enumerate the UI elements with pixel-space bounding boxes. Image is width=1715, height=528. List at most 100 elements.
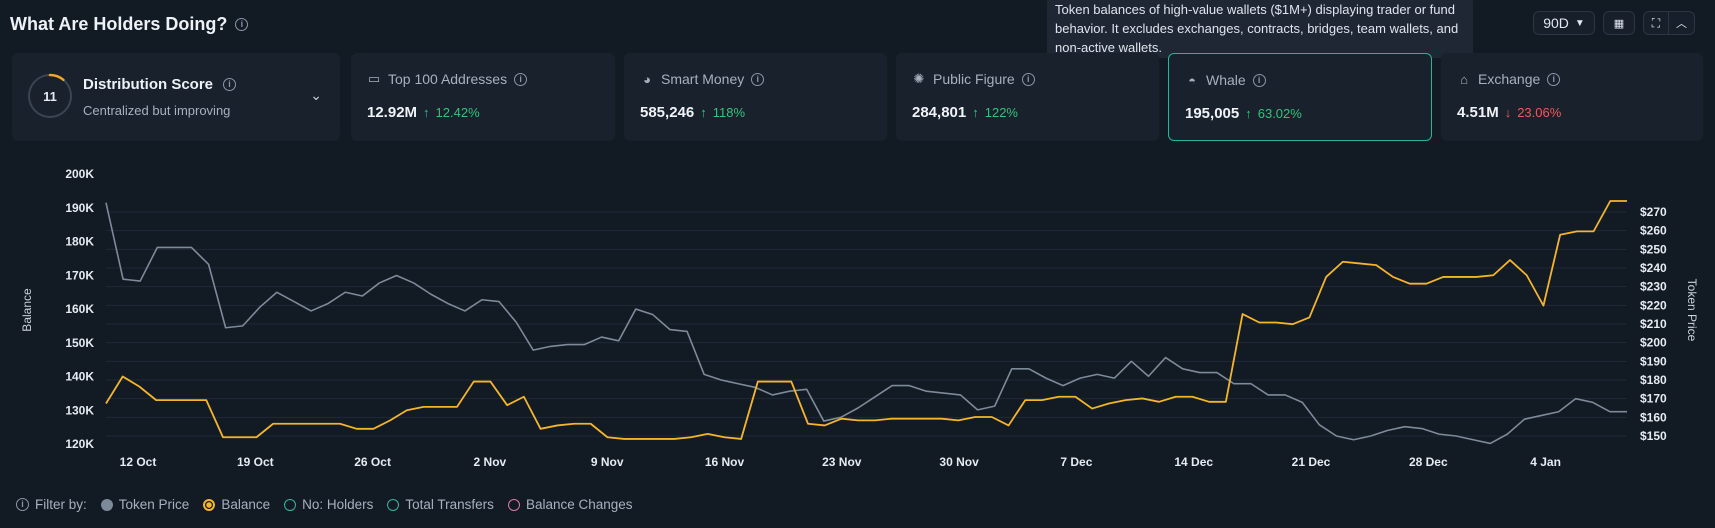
info-icon[interactable]: i bbox=[223, 78, 237, 91]
whale-tooltip: Token balances of high-value wallets ($1… bbox=[1047, 0, 1473, 58]
y2-tick-label: $200 bbox=[1640, 336, 1667, 350]
caret-down-icon: ▼ bbox=[1574, 17, 1585, 29]
distribution-title-text: Distribution Score bbox=[83, 76, 214, 93]
y2-tick-label: $260 bbox=[1640, 224, 1667, 238]
calendar-icon: ▦ bbox=[1613, 17, 1625, 30]
y2-tick-label: $240 bbox=[1640, 261, 1667, 275]
card-label: Smart Money bbox=[661, 71, 745, 87]
card-change: 63.02% bbox=[1257, 106, 1302, 121]
filter-label-text: Filter by: bbox=[35, 497, 87, 512]
legend-label: Balance Changes bbox=[525, 497, 633, 512]
card-change: 122% bbox=[984, 105, 1018, 120]
chevron-up-icon: ︿ bbox=[1676, 18, 1687, 30]
info-icon[interactable]: i bbox=[751, 72, 765, 86]
card-label: Public Figure bbox=[933, 71, 1015, 87]
filter-label: i Filter by: bbox=[16, 497, 87, 512]
legend-dot-icon bbox=[203, 498, 216, 511]
change-down-icon: ↓ bbox=[1504, 105, 1512, 120]
holders-chart[interactable]: 120K 130K 140K 150K 160K 170K 180K 190K 200K $150… bbox=[0, 155, 1715, 485]
y2-tick-label: $180 bbox=[1640, 373, 1667, 387]
card-smart-money[interactable]: ◕ Smart Money i 585,246 ↑ 118% bbox=[624, 53, 887, 141]
y2-tick-label: $150 bbox=[1640, 429, 1667, 443]
holder-cards: 11 Distribution Score i Centralized but … bbox=[12, 53, 1703, 141]
info-icon[interactable]: i bbox=[1547, 72, 1561, 86]
legend-dot-icon bbox=[284, 498, 297, 511]
y2-tick-label: $230 bbox=[1640, 280, 1667, 294]
y-axis-title: Balance bbox=[20, 288, 34, 332]
y-tick-label: 130K bbox=[65, 403, 94, 417]
period-value: 90D bbox=[1543, 15, 1569, 31]
tooltip-line: behavior. It excludes exchanges, contrac… bbox=[1055, 21, 1459, 36]
chart-legend: i Filter by: Token Price Balance No: Hol… bbox=[16, 497, 633, 512]
y2-tick-label: $210 bbox=[1640, 317, 1667, 331]
y2-tick-label: $170 bbox=[1640, 392, 1667, 406]
figure-icon: ✺ bbox=[913, 71, 925, 86]
y2-tick-label: $270 bbox=[1640, 205, 1667, 219]
x-tick-label: 26 Oct bbox=[354, 455, 391, 469]
card-value: 4.51M bbox=[1457, 104, 1499, 121]
toolbar: 90D ▼ ▦ ⛶ ︿ bbox=[1533, 11, 1695, 35]
change-up-icon: ↑ bbox=[972, 105, 979, 120]
fullscreen-button[interactable]: ⛶ bbox=[1643, 11, 1669, 35]
legend-dot-icon bbox=[507, 498, 520, 511]
card-change: 118% bbox=[712, 105, 746, 120]
y2-tick-label: $220 bbox=[1640, 298, 1667, 312]
change-up-icon: ↑ bbox=[423, 105, 430, 120]
wallet-icon: ▭ bbox=[367, 71, 381, 86]
legend-dot-icon bbox=[100, 498, 113, 511]
page-header: What Are Holders Doing? i bbox=[10, 12, 249, 36]
y-tick-label: 140K bbox=[65, 370, 94, 384]
y-tick-label: 150K bbox=[65, 336, 94, 350]
tooltip-line: Token balances of high-value wallets ($1… bbox=[1055, 2, 1455, 17]
legend-item-token-price[interactable]: Token Price bbox=[100, 497, 189, 512]
score-gauge bbox=[27, 73, 73, 119]
period-select[interactable]: 90D ▼ bbox=[1533, 11, 1595, 35]
card-change: 23.06% bbox=[1517, 105, 1562, 120]
legend-item-balance-changes[interactable]: Balance Changes bbox=[507, 497, 633, 512]
change-up-icon: ↑ bbox=[1245, 106, 1252, 121]
card-label: Top 100 Addresses bbox=[388, 71, 508, 87]
page-title: What Are Holders Doing? bbox=[10, 13, 228, 34]
distribution-title: Distribution Score i bbox=[83, 76, 237, 93]
y2-tick-label: $190 bbox=[1640, 354, 1667, 368]
card-exchange[interactable]: ⌂ Exchange i 4.51M ↓ 23.06% bbox=[1441, 53, 1703, 141]
balance-line bbox=[105, 200, 1627, 440]
card-public-figure[interactable]: ✺ Public Figure i 284,801 ↑ 122% bbox=[896, 53, 1159, 141]
card-label: Exchange bbox=[1478, 71, 1541, 87]
tooltip-line: non-active wallets. bbox=[1055, 40, 1162, 55]
legend-item-holders[interactable]: No: Holders bbox=[284, 497, 373, 512]
x-tick-label: 2 Nov bbox=[474, 455, 507, 469]
x-tick-label: 23 Nov bbox=[822, 455, 862, 469]
mask-icon: ◕ bbox=[643, 71, 651, 87]
legend-label: Balance bbox=[221, 497, 271, 512]
card-value: 195,005 bbox=[1185, 105, 1240, 122]
view-controls: ⛶ ︿ bbox=[1643, 11, 1695, 35]
info-icon[interactable]: i bbox=[235, 17, 249, 31]
card-top-100[interactable]: ▭ Top 100 Addresses i 12.92M ↑ 12.42% bbox=[351, 53, 615, 141]
expand-icon: ⛶ bbox=[1651, 15, 1661, 30]
change-up-icon: ↑ bbox=[700, 105, 707, 120]
distribution-score-card[interactable]: 11 Distribution Score i Centralized but … bbox=[12, 53, 340, 141]
info-icon[interactable]: i bbox=[1252, 73, 1266, 87]
info-icon[interactable]: i bbox=[16, 498, 29, 511]
x-tick-label: 12 Oct bbox=[120, 455, 157, 469]
distribution-subtitle: Centralized but improving bbox=[83, 103, 231, 118]
legend-label: Total Transfers bbox=[405, 497, 494, 512]
card-whale[interactable]: ◓ Whale i 195,005 ↑ 63.02% bbox=[1168, 53, 1432, 141]
legend-item-balance[interactable]: Balance bbox=[203, 497, 270, 512]
y-tick-label: 200K bbox=[65, 167, 94, 181]
info-icon[interactable]: i bbox=[514, 72, 528, 86]
chevron-down-icon[interactable]: ⌄ bbox=[310, 87, 322, 103]
calendar-button[interactable]: ▦ bbox=[1603, 11, 1635, 35]
info-icon[interactable]: i bbox=[1021, 72, 1035, 86]
whale-icon: ◓ bbox=[1188, 72, 1196, 88]
y-tick-label: 170K bbox=[65, 268, 94, 282]
x-tick-label: 30 Nov bbox=[939, 455, 979, 469]
legend-item-total-transfers[interactable]: Total Transfers bbox=[387, 497, 494, 512]
collapse-button[interactable]: ︿ bbox=[1669, 11, 1695, 35]
y2-axis-title: Token Price bbox=[1685, 279, 1699, 342]
x-tick-label: 16 Nov bbox=[705, 455, 745, 469]
x-tick-label: 14 Dec bbox=[1174, 455, 1213, 469]
card-value: 284,801 bbox=[912, 104, 967, 121]
bank-icon: ⌂ bbox=[1460, 71, 1468, 87]
